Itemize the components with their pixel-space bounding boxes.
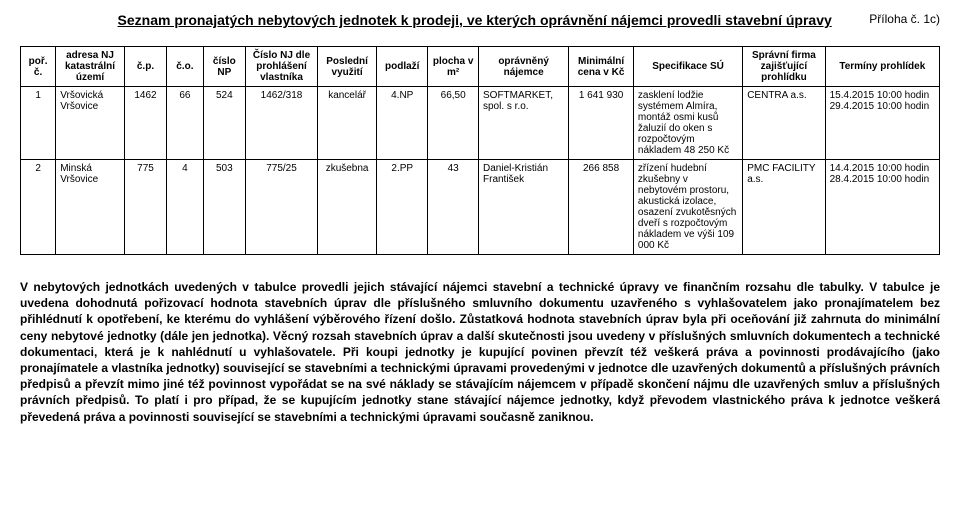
- col-por: poř. č.: [21, 47, 56, 87]
- cell-terminy: 14.4.2015 10:00 hodin 28.4.2015 10:00 ho…: [825, 160, 939, 255]
- table-row: 2 Minská Vršovice 775 4 503 775/25 zkuše…: [21, 160, 940, 255]
- cell-firma: PMC FACILITY a.s.: [743, 160, 825, 255]
- cell-spec: zasklení lodžie systémem Almíra, montáž …: [633, 87, 742, 160]
- cell-co: 66: [167, 87, 203, 160]
- cell-cena: 266 858: [569, 160, 634, 255]
- cell-terminy: 15.4.2015 10:00 hodin 29.4.2015 10:00 ho…: [825, 87, 939, 160]
- cell-co: 4: [167, 160, 203, 255]
- cell-cp: 775: [124, 160, 166, 255]
- col-np: číslo NP: [203, 47, 245, 87]
- col-vyuziti: Poslední využití: [318, 47, 377, 87]
- col-cena: Minimální cena v Kč: [569, 47, 634, 87]
- col-terminy: Termíny prohlídek: [825, 47, 939, 87]
- termin-line: 15.4.2015 10:00 hodin: [830, 90, 930, 101]
- cell-vyuziti: kancelář: [318, 87, 377, 160]
- cell-njdle: 775/25: [246, 160, 318, 255]
- attachment-label: Příloha č. 1c): [869, 12, 940, 26]
- cell-vyuziti: zkušebna: [318, 160, 377, 255]
- cell-podlazi: 2.PP: [377, 160, 428, 255]
- cell-adresa: Vršovická Vršovice: [56, 87, 125, 160]
- termin-line: 14.4.2015 10:00 hodin: [830, 163, 930, 174]
- col-adresa: adresa NJ katastrální území: [56, 47, 125, 87]
- cell-firma: CENTRA a.s.: [743, 87, 825, 160]
- cell-njdle: 1462/318: [246, 87, 318, 160]
- col-firma: Správní firma zajišťující prohlídku: [743, 47, 825, 87]
- cell-plocha: 43: [428, 160, 479, 255]
- col-spec: Specifikace SÚ: [633, 47, 742, 87]
- col-plocha: plocha v m²: [428, 47, 479, 87]
- cell-najemce: SOFTMARKET, spol. s r.o.: [479, 87, 569, 160]
- cell-podlazi: 4.NP: [377, 87, 428, 160]
- cell-plocha: 66,50: [428, 87, 479, 160]
- col-cp: č.p.: [124, 47, 166, 87]
- termin-line: 28.4.2015 10:00 hodin: [830, 174, 930, 185]
- cell-spec: zřízení hudební zkušebny v nebytovém pro…: [633, 160, 742, 255]
- table-body: 1 Vršovická Vršovice 1462 66 524 1462/31…: [21, 87, 940, 255]
- col-co: č.o.: [167, 47, 203, 87]
- cell-np: 524: [203, 87, 245, 160]
- page-title: Seznam pronajatých nebytových jednotek k…: [20, 12, 869, 28]
- cell-por: 2: [21, 160, 56, 255]
- table-header-row: poř. č. adresa NJ katastrální území č.p.…: [21, 47, 940, 87]
- cell-cena: 1 641 930: [569, 87, 634, 160]
- cell-adresa: Minská Vršovice: [56, 160, 125, 255]
- col-najemce: oprávněný nájemce: [479, 47, 569, 87]
- col-njdle: Číslo NJ dle prohlášení vlastníka: [246, 47, 318, 87]
- cell-najemce: Daniel-Kristián František: [479, 160, 569, 255]
- header-row: Seznam pronajatých nebytových jednotek k…: [20, 12, 940, 28]
- body-paragraph: V nebytových jednotkách uvedených v tabu…: [20, 279, 940, 425]
- units-table: poř. č. adresa NJ katastrální území č.p.…: [20, 46, 940, 255]
- table-row: 1 Vršovická Vršovice 1462 66 524 1462/31…: [21, 87, 940, 160]
- col-podlazi: podlaží: [377, 47, 428, 87]
- cell-por: 1: [21, 87, 56, 160]
- cell-cp: 1462: [124, 87, 166, 160]
- cell-np: 503: [203, 160, 245, 255]
- termin-line: 29.4.2015 10:00 hodin: [830, 101, 930, 112]
